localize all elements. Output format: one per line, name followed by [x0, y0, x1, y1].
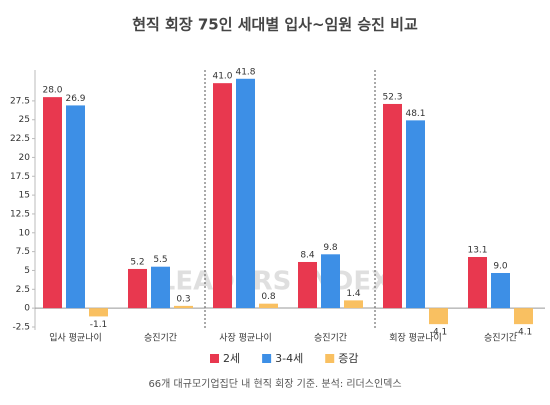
value-label: 5.5 [153, 255, 167, 265]
value-label: 9.0 [493, 262, 508, 272]
bar [321, 254, 340, 309]
legend-swatch [262, 354, 272, 363]
bar [128, 268, 147, 309]
x-tick-label: 승진기간 [144, 333, 177, 344]
bar [383, 103, 402, 309]
bar [236, 78, 255, 309]
x-tick-label: 승진기간 [314, 333, 347, 344]
chart-title: 현직 회장 75인 세대별 입사~임원 승진 비교 [132, 16, 418, 34]
value-label: 48.1 [405, 109, 425, 119]
bar [344, 300, 363, 309]
bar [151, 266, 170, 309]
bar [298, 261, 317, 309]
value-label: 28.0 [42, 86, 62, 96]
value-label: -4.1 [515, 328, 533, 338]
y-tick-label: 12.5 [10, 209, 30, 219]
value-label: -1.1 [90, 320, 108, 330]
y-tick-label: 25 [19, 115, 30, 125]
y-tick-label: 2.5 [16, 285, 30, 295]
y-tick-label: 22.5 [10, 134, 30, 144]
value-label: 0.8 [261, 292, 276, 302]
x-tick-label: 승진기간 [484, 333, 517, 344]
value-label: 8.4 [300, 250, 315, 260]
bar [468, 256, 487, 309]
legend-label: 증감 [338, 352, 358, 365]
bar [213, 83, 232, 309]
value-label: 1.4 [346, 289, 361, 299]
value-label: 5.2 [130, 257, 144, 267]
bar [406, 120, 425, 309]
bar [174, 305, 193, 309]
bar [429, 308, 448, 325]
y-tick-label: 20 [19, 153, 31, 163]
value-label: 0.3 [176, 294, 190, 304]
bar [43, 97, 62, 309]
bar [259, 303, 278, 309]
watermark: LEADERS INDEX [159, 267, 391, 297]
value-label: -4.1 [430, 328, 448, 338]
source: 66개 대규모기업집단 내 현직 회장 기준. 분석: 리더스인덱스 [148, 377, 401, 390]
x-tick-label: 회장 평균나이 [389, 333, 442, 344]
y-tick-label: 15 [19, 191, 30, 201]
y-tick-label: -2.5 [12, 322, 30, 332]
y-tick-label: 5 [24, 266, 30, 276]
value-label: 9.8 [323, 243, 338, 253]
legend-label: 3-4세 [275, 352, 303, 365]
y-tick-label: 0 [24, 304, 30, 314]
bar [89, 308, 108, 317]
bar [66, 105, 85, 309]
bar [514, 308, 533, 325]
x-tick-label: 사장 평균나이 [219, 333, 272, 344]
value-label: 41.8 [235, 67, 255, 77]
legend-swatch [325, 354, 335, 363]
y-tick-label: 10 [19, 228, 31, 238]
bar [491, 273, 510, 309]
value-label: 26.9 [65, 94, 85, 104]
y-tick-label: 17.5 [10, 172, 30, 182]
y-tick-label: 7.5 [16, 247, 30, 257]
legend-label: 2세 [223, 352, 240, 365]
value-label: 52.3 [382, 92, 402, 102]
value-label: 41.0 [212, 72, 232, 82]
legend-swatch [210, 354, 219, 363]
value-label: 13.1 [467, 245, 487, 255]
y-tick-label: 27.5 [10, 96, 30, 106]
x-tick-label: 입사 평균나이 [49, 332, 102, 344]
